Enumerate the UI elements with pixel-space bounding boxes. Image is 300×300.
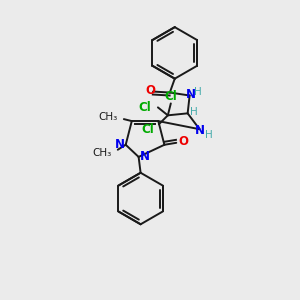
- Text: CH₃: CH₃: [93, 148, 112, 158]
- Text: Cl: Cl: [164, 90, 177, 103]
- Text: N: N: [186, 88, 196, 101]
- Text: O: O: [145, 84, 155, 97]
- Text: CH₃: CH₃: [99, 112, 118, 122]
- Text: H: H: [194, 86, 201, 97]
- Text: H: H: [190, 107, 197, 117]
- Text: N: N: [115, 138, 125, 151]
- Text: O: O: [178, 135, 188, 148]
- Text: H: H: [205, 130, 212, 140]
- Text: Cl: Cl: [138, 101, 151, 114]
- Text: N: N: [140, 150, 150, 164]
- Text: N: N: [194, 124, 205, 137]
- Text: Cl: Cl: [141, 123, 154, 136]
